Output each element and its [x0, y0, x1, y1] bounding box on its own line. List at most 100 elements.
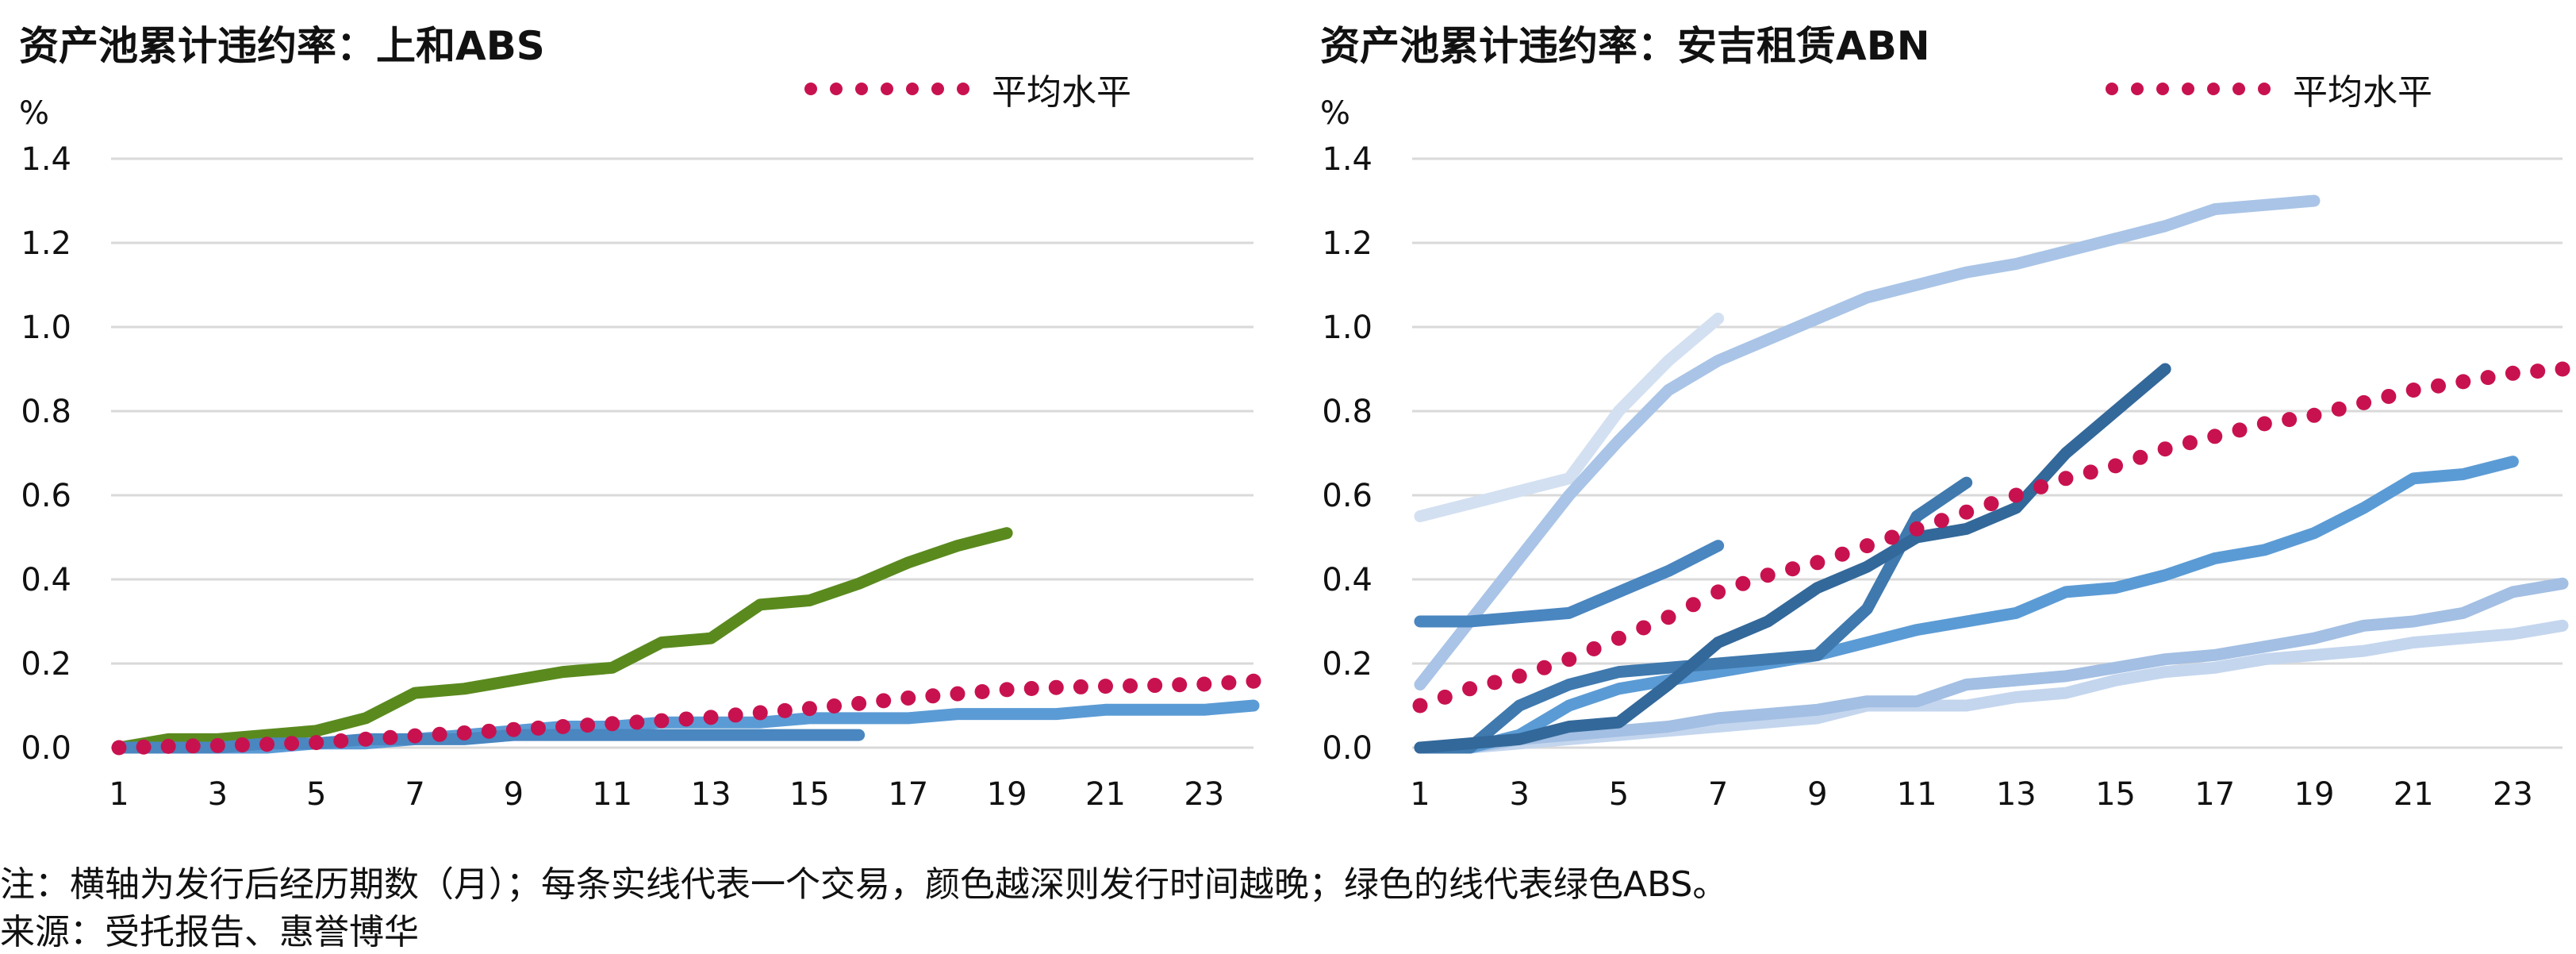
average-dot	[629, 714, 645, 730]
average-dot	[1147, 678, 1163, 694]
average-dot	[703, 710, 719, 725]
average-dot	[1884, 529, 1900, 545]
average-dot	[2108, 458, 2124, 474]
chart-plot-right: 0.00.20.40.60.81.01.21.41 3 5 7 9 11 13 15 17 19 2…	[1322, 141, 2570, 813]
x-tick-label: 17	[888, 776, 928, 813]
average-dot	[2157, 441, 2173, 457]
x-tick-label: 9	[1807, 776, 1827, 813]
x-tick-label: 3	[208, 776, 228, 813]
average-dot	[654, 713, 670, 729]
y-tick-label: 0.6	[1322, 478, 1372, 514]
average-dot	[1073, 679, 1088, 694]
average-dot	[876, 693, 892, 709]
average-dot	[1810, 555, 1825, 571]
average-dot	[727, 707, 743, 723]
average-dot	[1462, 681, 1478, 697]
average-dot	[2232, 422, 2248, 438]
x-tick-label: 11	[1897, 776, 1937, 813]
average-dot	[1097, 679, 1113, 694]
legend-dot	[2258, 83, 2271, 95]
x-tick-label: 19	[2294, 776, 2335, 813]
average-dot	[2505, 365, 2520, 381]
average-dot	[555, 719, 571, 734]
legend-dot	[881, 83, 893, 95]
average-dot	[1412, 698, 1428, 714]
average-dot	[2530, 364, 2546, 379]
average-dot	[481, 723, 497, 739]
average-dot	[1933, 513, 1949, 529]
x-tick-label: 5	[1609, 776, 1629, 813]
average-dot	[777, 702, 793, 718]
legend-dot	[2207, 83, 2220, 95]
average-dot	[111, 740, 127, 756]
average-dot	[827, 698, 843, 714]
legend-dot	[2131, 83, 2144, 95]
series-line	[1414, 577, 2569, 754]
x-tick-label: 17	[2194, 776, 2235, 813]
legend-dot	[804, 83, 817, 95]
y-tick-label: 1.2	[1322, 225, 1372, 262]
average-dot	[1710, 584, 1726, 600]
average-dot	[1610, 630, 1626, 646]
average-dot	[432, 726, 447, 742]
average-dot	[2008, 487, 2024, 503]
chart-panel-right: 资产池累计违约率：安吉租赁ABN % 平均水平 0.0 0.2 0.4 0.6 0.8 1…	[1301, 0, 2576, 825]
legend-dot	[957, 83, 969, 95]
average-dot	[505, 721, 521, 737]
x-tick-label: 21	[1085, 776, 1126, 813]
average-dot	[1172, 677, 1188, 693]
average-dot	[382, 729, 398, 745]
average-dot	[530, 720, 546, 736]
average-dot	[1221, 675, 1237, 690]
average-dot	[358, 731, 374, 747]
x-tick-label: 11	[592, 776, 632, 813]
average-dot	[1685, 597, 1701, 613]
average-dot	[900, 690, 916, 706]
average-dot	[160, 738, 176, 754]
series-line	[1414, 540, 1725, 628]
y-tick-label: 0.8	[21, 394, 71, 430]
x-tick-label: 3	[1509, 776, 1529, 813]
average-dot	[2430, 378, 2446, 394]
average-dot	[2182, 435, 2198, 451]
average-dot	[2083, 464, 2098, 480]
x-tick-label: 23	[2493, 776, 2533, 813]
average-dot	[2356, 394, 2372, 410]
average-dot	[1511, 668, 1527, 684]
x-tick-label: 15	[2095, 776, 2136, 813]
y-tick-label: 0.0	[1322, 730, 1372, 767]
average-dot	[925, 688, 941, 704]
legend-label: 平均水平	[992, 72, 1131, 113]
average-dot	[2282, 412, 2298, 428]
unit-label: %	[1320, 95, 1351, 132]
average-dot	[185, 738, 201, 754]
x-tick-label: 5	[306, 776, 326, 813]
average-dot	[580, 717, 596, 733]
x-tick-label: 1	[1410, 776, 1430, 813]
series-line	[1414, 194, 2321, 690]
y-tick-label: 1.0	[1322, 310, 1372, 346]
average-dot	[974, 684, 990, 700]
average-dot	[2207, 429, 2223, 444]
source-note: 来源：受托报告、惠誉博华	[0, 912, 419, 952]
average-dot	[1959, 504, 1975, 520]
x-tick-label: 7	[1708, 776, 1728, 813]
x-tick-label: 13	[1996, 776, 2037, 813]
y-tick-label: 1.4	[21, 141, 71, 178]
x-tick-label: 21	[2394, 776, 2434, 813]
chart-title: 资产池累计违约率：安吉租赁ABN	[1320, 23, 1930, 69]
x-tick-label: 15	[789, 776, 830, 813]
average-dot	[309, 735, 324, 751]
average-dot	[1760, 567, 1776, 583]
average-dot	[2480, 370, 2496, 386]
average-dot	[259, 737, 275, 752]
average-dot	[209, 737, 225, 753]
average-dot	[1487, 675, 1503, 690]
average-dot	[2331, 401, 2347, 417]
average-dot	[1246, 673, 1261, 689]
series-line	[1414, 312, 1725, 522]
average-dot	[1437, 689, 1453, 705]
legend-label: 平均水平	[2293, 72, 2432, 113]
average-dot	[1983, 496, 1999, 512]
chart-plot-left: 0.00.20.40.60.81.01.21.41 3 5 7 9 11 13 15 17 19 2…	[21, 141, 1261, 813]
